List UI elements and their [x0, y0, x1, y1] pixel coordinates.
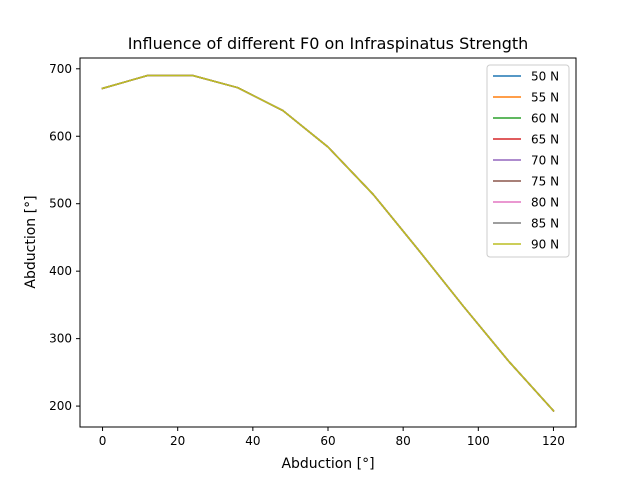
x-tick-label: 0 [99, 434, 107, 448]
x-tick-label: 100 [467, 434, 490, 448]
legend-label-7: 80 N [531, 196, 559, 210]
y-tick-label: 200 [49, 399, 72, 413]
x-axis-label: Abduction [°] [281, 456, 374, 472]
legend-label-5: 70 N [531, 154, 559, 168]
x-axis: 0 20 40 60 80 100 120 [99, 427, 565, 448]
y-tick-label: 600 [49, 129, 72, 143]
legend-label-4: 65 N [531, 133, 559, 147]
plot-lines [101, 74, 555, 412]
series-line-9 [101, 74, 555, 412]
series-line-8 [101, 74, 555, 412]
series-line-5 [101, 74, 555, 412]
series-line-6 [101, 74, 555, 412]
x-tick-label: 60 [320, 434, 335, 448]
legend-label-8: 85 N [531, 217, 559, 231]
series-line-1 [101, 74, 555, 412]
legend-label-6: 75 N [531, 175, 559, 189]
y-tick-label: 500 [49, 197, 72, 211]
legend-label-9: 90 N [531, 238, 559, 252]
series-line-3 [101, 74, 555, 412]
y-tick-label: 700 [49, 62, 72, 76]
y-tick-label: 300 [49, 332, 72, 346]
y-tick-label: 400 [49, 264, 72, 278]
chart-title: Influence of different F0 on Infraspinat… [128, 34, 529, 53]
x-tick-label: 120 [542, 434, 565, 448]
legend-label-2: 55 N [531, 91, 559, 105]
series-line-2 [101, 74, 555, 412]
x-tick-label: 20 [170, 434, 185, 448]
series-line-7 [101, 74, 555, 412]
legend: 50 N 55 N 60 N 65 N 70 N 75 N 80 N 85 N 90 N [486, 64, 570, 258]
legend-label-1: 50 N [531, 70, 559, 84]
x-tick-label: 80 [396, 434, 411, 448]
legend-box [486, 64, 570, 258]
x-tick-label: 40 [245, 434, 260, 448]
y-axis-label: Abduction [°] [23, 195, 39, 288]
y-axis: 200 300 400 500 600 700 [49, 62, 80, 413]
series-line-4 [101, 74, 555, 412]
legend-items: 50 N 55 N 60 N 65 N 70 N 75 N 80 N 85 N 90 N [493, 70, 559, 252]
legend-label-3: 60 N [531, 112, 559, 126]
